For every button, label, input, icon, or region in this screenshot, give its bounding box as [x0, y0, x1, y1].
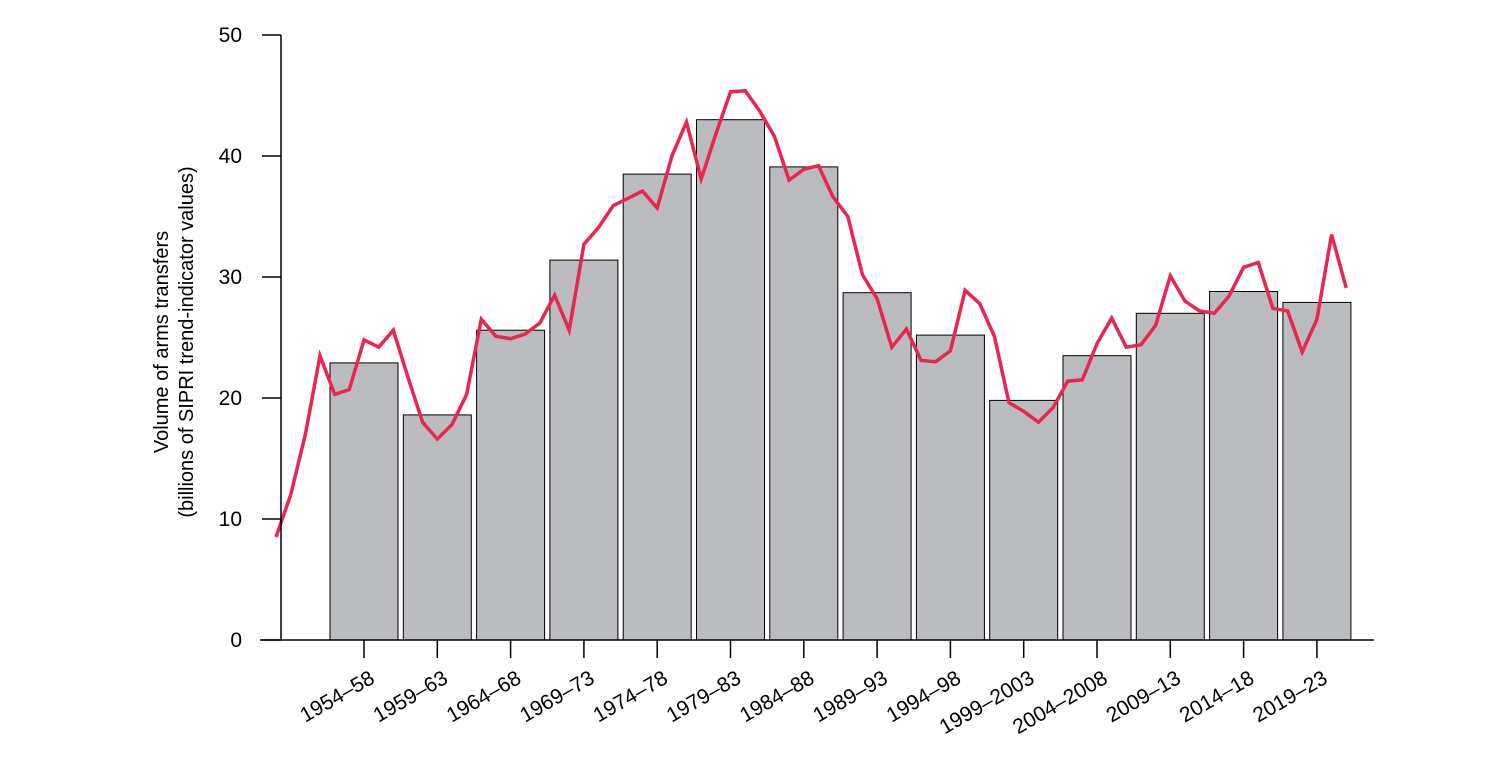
y-tick-label-5: 50: [219, 24, 242, 47]
bar-4: [622, 173, 692, 641]
x-tick-label-12: 2014–18: [1176, 666, 1258, 727]
y-axis-title-line-2: (billions of SIPRI trend-indicator value…: [176, 166, 198, 517]
bar-13: [1282, 301, 1352, 641]
bar-9: [989, 399, 1059, 641]
bars-group: [329, 119, 1352, 641]
bar-11: [1135, 312, 1205, 641]
x-tick-label-0: 1954–58: [296, 666, 378, 727]
y-tick-label-1: 10: [219, 508, 242, 531]
y-tick-label-0: 0: [230, 629, 242, 652]
bar-6: [769, 166, 839, 641]
y-tick-label-3: 30: [219, 266, 242, 289]
x-tick-label-1: 1959–63: [369, 666, 451, 727]
x-tick-label-6: 1984–88: [736, 666, 818, 727]
bar-7: [842, 292, 912, 641]
y-axis-title-line-1: Volume of arms transfers: [151, 231, 173, 453]
bar-12: [1209, 291, 1279, 641]
bar-3: [549, 259, 619, 641]
bar-2: [476, 329, 546, 641]
y-tick-label-2: 20: [219, 387, 242, 410]
trend-line: [274, 88, 1348, 538]
x-tick-label-7: 1989–93: [809, 666, 891, 727]
y-axis-title: Volume of arms transfers (billions of SI…: [151, 166, 198, 517]
trend-line-group: [274, 88, 1348, 538]
x-tick-label-5: 1979–83: [663, 666, 745, 727]
x-tick-label-2: 1964–68: [443, 666, 525, 727]
bar-5: [696, 119, 765, 641]
x-tick-label-4: 1974–78: [589, 666, 671, 727]
x-tick-label-11: 2009–13: [1102, 666, 1184, 727]
bar-8: [915, 334, 985, 641]
bar-1: [402, 414, 472, 641]
y-tick-label-4: 40: [219, 145, 242, 168]
bar-0: [329, 362, 399, 641]
bar-10: [1062, 355, 1132, 641]
x-tick-label-13: 2019–23: [1249, 666, 1331, 727]
x-tick-label-3: 1969–73: [516, 666, 598, 727]
